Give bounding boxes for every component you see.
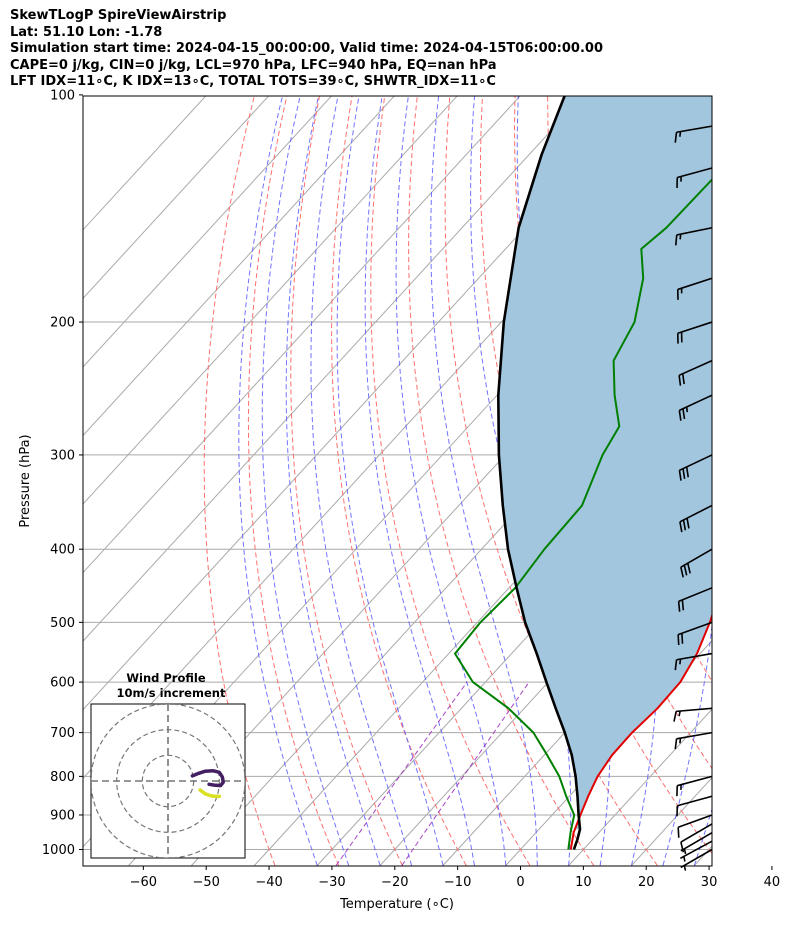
isotherm-line (442, 571, 712, 866)
moist-adiabat-line (693, 807, 712, 866)
y-tick-label: 1000 (42, 843, 75, 858)
moist-adiabat-line (285, 96, 381, 866)
plot-frame (82, 95, 713, 867)
isotherm-line (83, 96, 270, 300)
wind-barb (676, 321, 713, 344)
dry-adiabat-line (290, 96, 403, 866)
wind-barb (674, 652, 713, 671)
title-line-indices-1: CAPE=0 j/kg, CIN=0 j/kg, LCL=970 hPa, LF… (10, 57, 497, 73)
x-tick-label: 40 (764, 875, 781, 890)
title-line-station: SkewTLogP SpireViewAirstrip (10, 8, 227, 23)
wind-barb (676, 795, 713, 817)
hodograph-subtitle: 10m/s increment (117, 686, 226, 700)
dry-adiabat-line (203, 96, 276, 866)
x-tick-label: −30 (318, 875, 345, 890)
dry-adiabat-line (247, 96, 340, 866)
temperature-profile-line (569, 612, 712, 850)
isotherm-line (83, 96, 333, 368)
hodograph-trace (190, 768, 225, 788)
mixing-ratio-line (401, 681, 530, 866)
x-tick-label: −60 (130, 875, 157, 890)
parcel-profile-line (497, 96, 582, 850)
wind-barb (680, 548, 713, 578)
dewpoint-profile-line (454, 178, 712, 850)
wind-barb (680, 823, 713, 853)
moist-adiabat-line (261, 96, 350, 866)
wind-barb (678, 359, 713, 386)
mixing-ratio-line (335, 681, 468, 866)
x-tick-label: 10 (575, 875, 592, 890)
moist-adiabat-line (310, 96, 412, 866)
x-tick-label: 20 (638, 875, 655, 890)
chart-title-block: SkewTLogP SpireViewAirstrip Lat: 51.10 L… (10, 8, 603, 91)
wind-barb (678, 454, 713, 481)
wind-barb (677, 621, 713, 646)
wind-barb (676, 277, 713, 300)
y-tick-label: 900 (50, 808, 75, 823)
x-axis-label: Temperature (∘C) (339, 897, 454, 912)
y-tick-label: 800 (50, 770, 75, 785)
x-tick-label: −40 (255, 875, 282, 890)
x-tick-label: −20 (381, 875, 408, 890)
x-tick-label: −50 (192, 875, 219, 890)
y-tick-label: 500 (50, 616, 75, 631)
title-line-location: Lat: 51.10 Lon: -1.78 (10, 24, 163, 40)
moist-adiabat-line (336, 96, 444, 866)
moist-adiabat-line (757, 95, 794, 866)
moist-adiabat-line (364, 96, 475, 866)
wind-barb (679, 504, 713, 533)
wind-barb (674, 731, 713, 750)
wind-barb (677, 587, 713, 612)
wind-barb (677, 814, 713, 838)
cape-shading (498, 96, 712, 830)
isotherm-line (83, 96, 584, 642)
isotherm-line (83, 96, 395, 437)
y-tick-label: 100 (50, 88, 75, 103)
wind-barb (676, 167, 713, 188)
moist-adiabat-line (726, 95, 794, 866)
x-tick-label: 0 (516, 875, 524, 890)
wind-barb (680, 831, 713, 855)
isotherm-line (83, 96, 207, 231)
moist-adiabat-line (395, 96, 507, 866)
hodograph-trace (198, 788, 222, 799)
isotherm-line (757, 95, 794, 866)
moist-adiabat-line (430, 96, 538, 866)
isotherm-line (83, 96, 521, 574)
moist-adiabat-line (470, 96, 572, 866)
x-tick-label: −10 (444, 875, 471, 890)
wind-barb (673, 707, 713, 722)
isotherm-line (128, 228, 712, 866)
dry-adiabat-line (370, 96, 531, 866)
wind-barb (676, 775, 713, 797)
hodograph-title: Wind Profile (126, 671, 206, 685)
moist-adiabat-line (238, 96, 318, 866)
y-tick-label: 700 (50, 726, 75, 741)
wind-barb (678, 394, 713, 421)
dry-adiabat-line (743, 95, 794, 866)
y-tick-label: 300 (50, 448, 75, 463)
y-tick-label: 600 (50, 676, 75, 691)
isotherm-line (83, 96, 458, 505)
title-line-times: Simulation start time: 2024-04-15_00:00:… (10, 41, 603, 56)
x-tick-label: 30 (701, 875, 718, 890)
title-line-indices-2: LFT IDX=11∘C, K IDX=13∘C, TOTAL TOTS=39∘… (10, 74, 496, 89)
wind-barb (674, 226, 713, 246)
dry-adiabat-line (710, 96, 712, 109)
isotherm-line (379, 502, 712, 866)
dry-adiabat-line (776, 95, 794, 866)
y-tick-label: 400 (50, 543, 75, 558)
y-tick-label: 200 (50, 316, 75, 331)
wind-barb (679, 840, 713, 862)
y-axis-label: Pressure (hPa) (18, 434, 33, 527)
wind-barb (674, 125, 713, 143)
